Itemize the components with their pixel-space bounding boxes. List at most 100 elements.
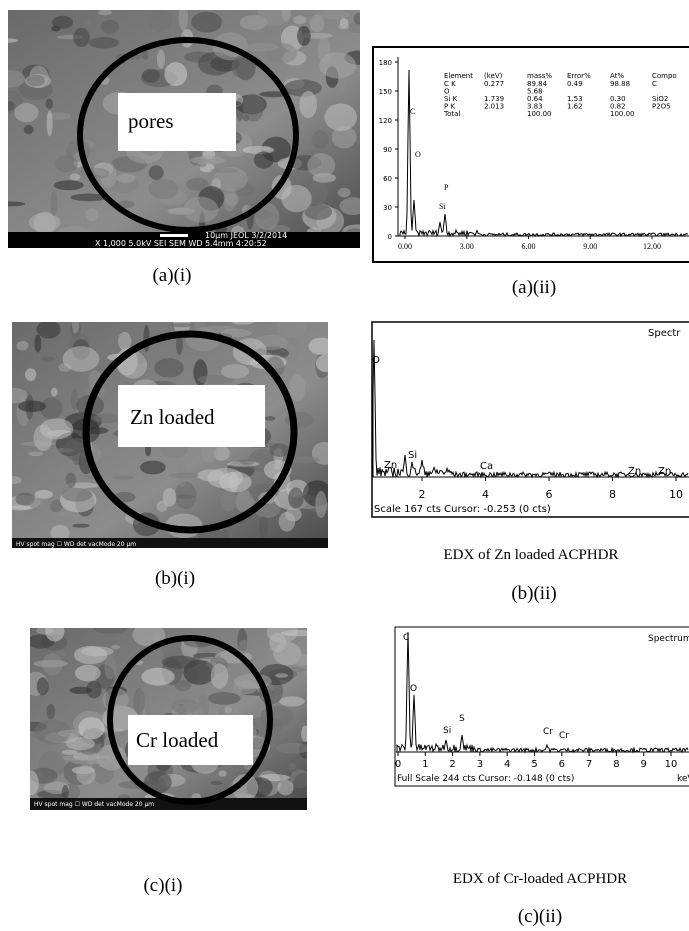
texture [66, 737, 95, 750]
texture [25, 368, 36, 381]
texture [293, 16, 306, 25]
texture [62, 488, 92, 502]
texture [288, 487, 303, 508]
x-tick-label: 0.00 [398, 242, 412, 251]
table-cell: P2O5 [652, 103, 671, 111]
texture [338, 188, 351, 198]
peak-label: C [403, 633, 409, 643]
texture [186, 178, 209, 191]
x-tick-label: 8 [609, 488, 616, 501]
texture [40, 418, 73, 439]
texture [281, 185, 311, 212]
scale-bar [160, 234, 188, 237]
texture [74, 646, 108, 664]
table-cell: 2.013 [484, 103, 504, 111]
texture [35, 490, 53, 499]
texture [17, 341, 29, 351]
sem-info: X 1,000 5.0kV SEI SEM WD 5.4mm 4:20:52 [95, 239, 267, 248]
texture [98, 10, 112, 16]
peak-label: C [410, 107, 415, 116]
texture [240, 459, 254, 465]
table-header: At% [610, 72, 624, 80]
table-cell: 100.00 [610, 110, 635, 118]
peak-label: P [444, 183, 449, 192]
x-tick-label: 3.00 [460, 242, 474, 251]
x-tick-label: 8 [613, 759, 619, 770]
texture [45, 98, 52, 109]
x-tick-label: 5 [531, 759, 537, 770]
texture [289, 374, 305, 401]
texture [219, 472, 251, 493]
table-cell: 98.88 [610, 80, 630, 88]
x-tick-label: 7 [586, 759, 592, 770]
x-tick-label: 9.00 [583, 242, 597, 251]
texture [89, 37, 119, 48]
table-header: Compo [652, 72, 677, 80]
texture [154, 358, 184, 377]
texture [170, 323, 194, 327]
texture [18, 401, 46, 413]
texture [86, 681, 102, 698]
texture [276, 318, 306, 338]
texture [149, 165, 164, 179]
figure: 10μm JEOL 3/2/2014 X 1,000 5.0kV SEI SEM… [0, 0, 689, 931]
texture [62, 785, 69, 800]
caption: (b)(ii) [511, 583, 556, 604]
y-tick-label: 90 [383, 146, 392, 154]
caption: (a)(i) [152, 265, 191, 286]
peak-label: Si [443, 726, 451, 736]
texture [316, 354, 336, 372]
texture [191, 156, 226, 164]
texture [339, 197, 367, 215]
peak-label: Zn [658, 466, 671, 477]
caption: (a)(ii) [512, 277, 556, 298]
texture [264, 416, 275, 421]
texture [354, 13, 363, 24]
texture [238, 640, 250, 654]
edx-note: EDX of Zn loaded ACPHDR [444, 547, 619, 563]
table-header: Error% [567, 72, 591, 80]
texture [55, 650, 66, 658]
texture [191, 12, 222, 33]
y-tick-label: 60 [383, 175, 392, 183]
texture [14, 103, 38, 122]
peak-label: Ca [480, 461, 493, 472]
texture [279, 512, 296, 532]
texture [30, 499, 46, 510]
unit: keV [677, 774, 689, 784]
x-tick-label: 2 [449, 759, 455, 770]
texture [293, 773, 314, 797]
table-header: Element [444, 72, 473, 80]
texture [118, 332, 131, 351]
texture [28, 754, 37, 767]
texture [142, 69, 160, 83]
peak-label: Zn [384, 460, 397, 471]
texture [66, 472, 76, 488]
texture [24, 125, 34, 134]
sem-info: HV spot mag ☐ WD det vacMode 20 μm [34, 801, 154, 808]
texture [116, 174, 136, 183]
texture [141, 668, 174, 686]
x-tick-label: 2 [419, 488, 426, 501]
y-tick-label: 120 [379, 117, 392, 125]
texture [319, 52, 356, 78]
sem-label: pores [128, 109, 174, 133]
x-tick-label: 10 [669, 488, 683, 501]
caption: (c)(ii) [518, 906, 562, 927]
table-cell: Total [443, 110, 460, 118]
peak-label: O [372, 355, 380, 366]
texture [312, 130, 329, 149]
texture [292, 654, 313, 666]
texture [27, 75, 45, 87]
texture [157, 49, 165, 68]
texture [111, 645, 120, 649]
table-header: (keV) [484, 72, 503, 80]
texture [46, 704, 55, 719]
texture [275, 743, 311, 754]
caption: (c)(i) [143, 875, 182, 896]
texture [221, 364, 249, 379]
texture [243, 115, 249, 122]
texture [275, 673, 288, 678]
texture [85, 208, 99, 221]
texture [84, 20, 91, 26]
